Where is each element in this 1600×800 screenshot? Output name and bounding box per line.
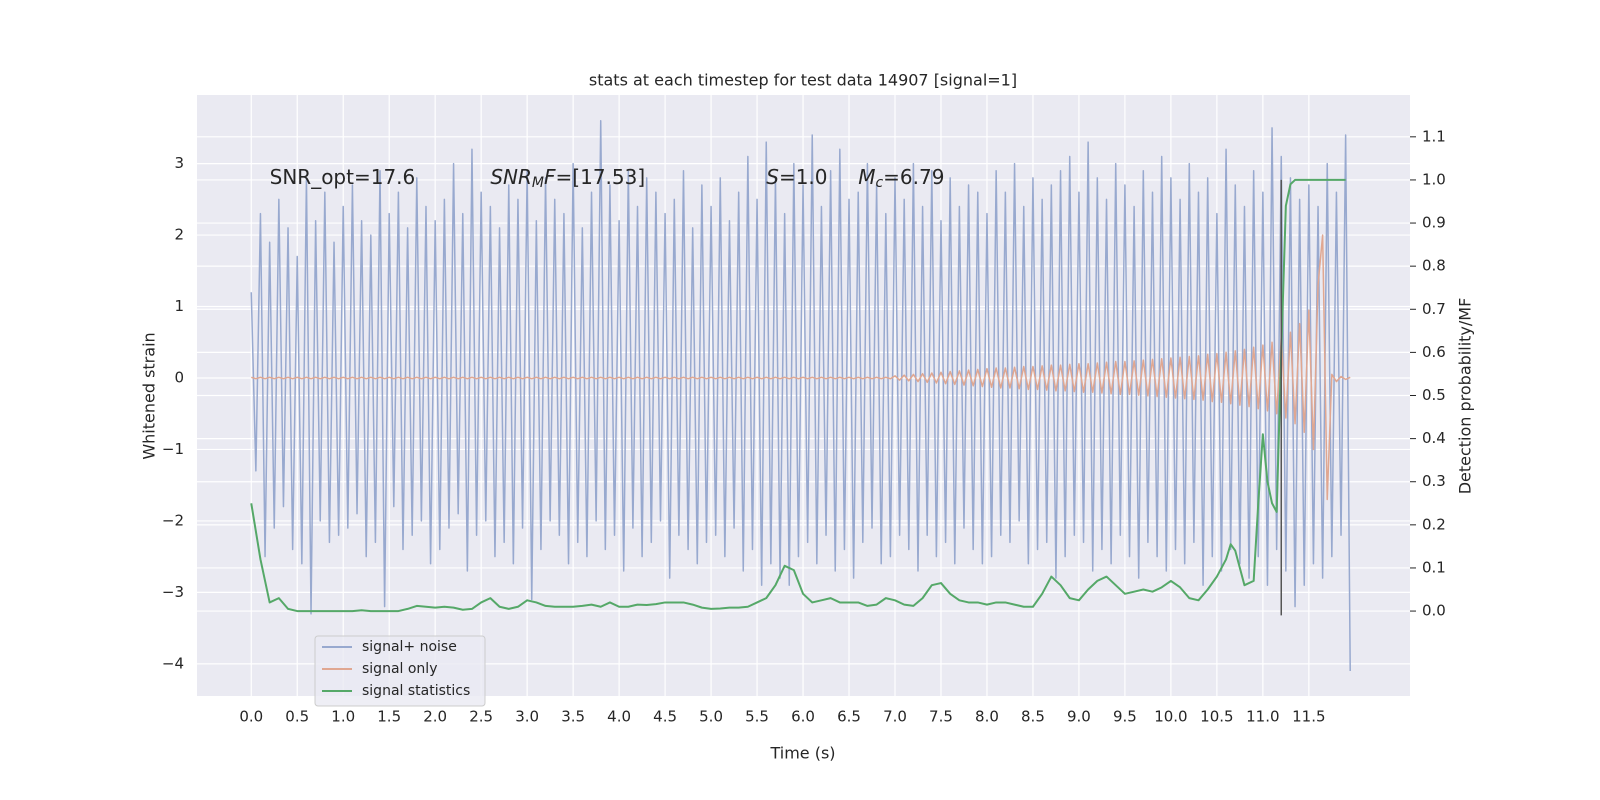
y-tick-label: −3	[162, 583, 184, 601]
x-tick-label: 11.5	[1292, 708, 1325, 726]
x-tick-label: 10.5	[1200, 708, 1233, 726]
y2-tick-label: 0.5	[1422, 386, 1446, 404]
y2-tick-label: 0.8	[1422, 257, 1446, 275]
y-tick-label: 1	[174, 297, 184, 315]
marks	[250, 119, 1351, 671]
y2-tick-label: 0.9	[1422, 214, 1446, 232]
y-tick-label: −2	[162, 511, 184, 529]
y2-tick-label: 0.1	[1422, 558, 1446, 576]
legend-label: signal statistics	[362, 683, 470, 699]
annotation: SNR_opt=17.6	[270, 164, 416, 188]
x-tick-label: 11.0	[1246, 708, 1279, 726]
series-line	[251, 234, 1351, 501]
x-tick-label: 4.0	[607, 708, 631, 726]
annotation-part: SNR	[490, 164, 532, 188]
annotation-part: S	[766, 164, 779, 188]
x-axis-label: Time (s)	[769, 744, 835, 763]
annotation-part: F	[544, 164, 556, 188]
annotation-part: =6.79	[883, 164, 944, 188]
labels: 0.0 0.5 1.0 1.5 2.0 2.5 3.0 3.5 4.0 4.5 5.0 5.5 6.0 6…	[162, 127, 1446, 725]
annotation: Mc=6.79	[858, 164, 944, 191]
y-tick-label: −4	[162, 654, 184, 672]
chart-title: stats at each timestep for test data 149…	[589, 71, 1017, 90]
annotation-part: M	[532, 175, 544, 191]
legend-box	[314, 635, 486, 707]
series-line	[250, 119, 1351, 671]
y2-tick-label: 0.4	[1422, 429, 1446, 447]
x-tick-label: 7.5	[929, 708, 953, 726]
y2-axis-label: Detection probability/MF	[1456, 298, 1475, 495]
y-tick-label: −1	[162, 440, 184, 458]
annotation-part: c	[875, 175, 883, 191]
y2-tick-label: 1.0	[1422, 170, 1446, 188]
y-tick-label: 2	[174, 226, 184, 244]
y2-tick-label: 0.3	[1422, 472, 1446, 490]
x-tick-label: 4.5	[653, 708, 677, 726]
y2-tick-label: 0.0	[1422, 602, 1446, 620]
y2-tick-label: 0.7	[1422, 300, 1446, 318]
x-tick-label: 2.5	[469, 708, 493, 726]
x-tick-label: 7.0	[883, 708, 907, 726]
x-tick-label: 3.0	[515, 708, 539, 726]
x-tick-label: 10.0	[1154, 708, 1187, 726]
x-tick-label: 5.5	[745, 708, 769, 726]
y2-tick-label: 0.6	[1422, 343, 1446, 361]
y-tick-label: 0	[174, 368, 184, 386]
x-tick-label: 1.0	[331, 708, 355, 726]
x-tick-label: 8.5	[1021, 708, 1045, 726]
y-tick-label: 3	[174, 154, 184, 172]
x-tick-label: 0.5	[285, 708, 309, 726]
annotation: SNRMF=[17.53]	[490, 164, 645, 191]
x-tick-label: 0.0	[239, 708, 263, 726]
annotation-part: =[17.53]	[556, 164, 646, 188]
y2-tick-label: 1.1	[1422, 127, 1446, 145]
x-tick-label: 9.5	[1113, 708, 1137, 726]
annotation: S=1.0	[766, 164, 827, 188]
y2-tick-label: 0.2	[1422, 515, 1446, 533]
annotation-part: =1.0	[779, 164, 828, 188]
y-axis-label: Whitened strain	[140, 332, 159, 459]
legend-label: signal+ noise	[362, 639, 457, 655]
series-line	[250, 178, 1346, 613]
legend: signal+ noise signal only signal statistic…	[314, 635, 486, 707]
x-tick-label: 5.0	[699, 708, 723, 726]
x-tick-label: 9.0	[1067, 708, 1091, 726]
annotation-part: SNR_opt=17.6	[270, 164, 416, 188]
legend-label: signal only	[362, 661, 437, 677]
annotation-part: M	[858, 164, 875, 188]
x-tick-label: 1.5	[377, 708, 401, 726]
x-tick-label: 2.0	[423, 708, 447, 726]
x-tick-label: 6.5	[837, 708, 861, 726]
x-tick-label: 3.5	[561, 708, 585, 726]
x-tick-label: 8.0	[975, 708, 999, 726]
x-tick-label: 6.0	[791, 708, 815, 726]
